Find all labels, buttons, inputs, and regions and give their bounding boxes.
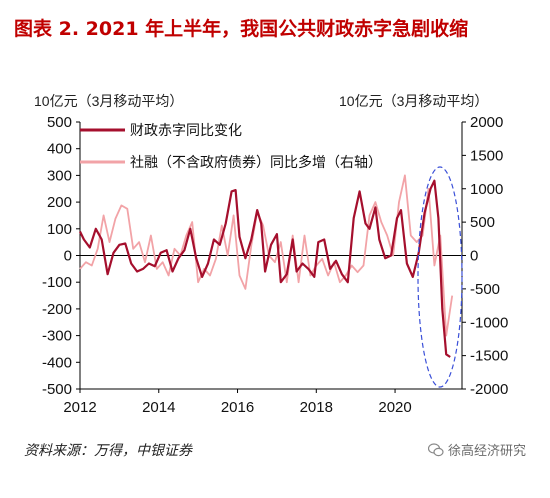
right-tick-label: 2000 (470, 114, 503, 131)
left-tick-label: -100 (42, 274, 72, 291)
source-note: 资料来源：万得，中银证券 (24, 443, 192, 459)
left-tick-label: 100 (47, 221, 72, 238)
left-tick-label: 500 (47, 114, 72, 131)
right-tick-label: -1000 (470, 314, 508, 331)
legend: 财政赤字同比变化 社融（不含政府债券）同比多增（右轴） (80, 122, 382, 170)
tsf-series-line (79, 174, 454, 337)
x-tick-label: 2018 (300, 399, 333, 416)
left-tick-label: 200 (47, 194, 72, 211)
right-tick-label: -2000 (470, 381, 508, 398)
right-tick-label: -1500 (470, 348, 508, 365)
right-axis-unit: 10亿元（3月移动平均） (339, 93, 488, 109)
right-tick-label: 500 (470, 214, 495, 231)
left-tick-label: 0 (64, 248, 72, 265)
watermark-text: 徐高经济研究 (448, 444, 527, 459)
x-tick-label: 2016 (221, 399, 254, 416)
right-tick-label: 0 (470, 248, 478, 265)
legend-label-tsf: 社融（不含政府债券）同比多增（右轴） (130, 154, 382, 170)
deficit-series-line (79, 179, 451, 358)
left-axis-unit: 10亿元（3月移动平均） (34, 93, 183, 109)
right-tick-label: 1500 (470, 147, 503, 164)
left-tick-label: -300 (42, 328, 72, 345)
wechat-icon (427, 442, 444, 457)
left-tick-label: 300 (47, 167, 72, 184)
legend-label-deficit: 财政赤字同比变化 (130, 122, 242, 138)
axes: 5004003002001000-100-200-300-400-5002000… (42, 114, 508, 416)
chart-title: 图表 2. 2021 年上半年，我国公共财政赤字急剧收缩 (14, 18, 469, 40)
highlight-ellipse (417, 166, 463, 388)
x-tick-label: 2014 (142, 399, 175, 416)
left-tick-label: -500 (42, 381, 72, 398)
right-tick-label: 1000 (470, 181, 503, 198)
chart: 10亿元（3月移动平均） 10亿元（3月移动平均） 500 400 300 200 10… (34, 93, 508, 416)
watermark: 徐高经济研究 (427, 440, 527, 459)
left-tick-label: 400 (47, 141, 72, 158)
left-tick-label: -200 (42, 301, 72, 318)
series-lines (79, 174, 454, 358)
x-tick-label: 2020 (378, 399, 411, 416)
right-tick-label: -500 (470, 281, 500, 298)
x-tick-label: 2012 (63, 399, 96, 416)
left-tick-label: -400 (42, 354, 72, 371)
